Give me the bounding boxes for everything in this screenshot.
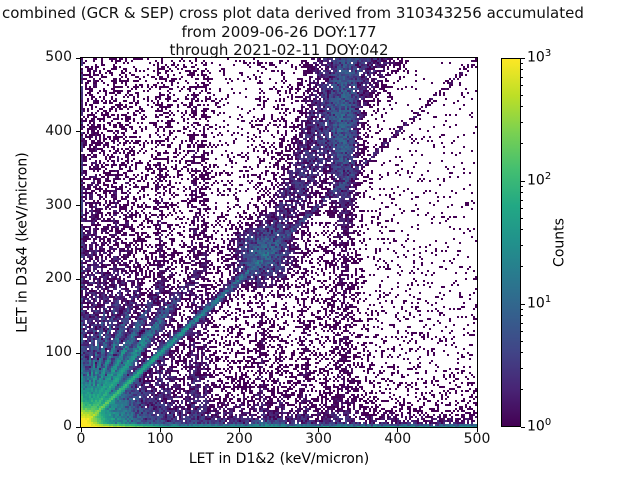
x-tick-label: 400 — [384, 431, 412, 447]
colorbar-major-tick — [521, 426, 525, 428]
colorbar-minor-tick — [521, 63, 523, 65]
colorbar-major-tick — [521, 303, 525, 305]
x-tick-label: 300 — [305, 431, 332, 447]
x-tick-mark — [238, 428, 240, 432]
x-tick-mark — [476, 428, 478, 432]
colorbar-tick-label: 103 — [527, 48, 552, 66]
colorbar-tick-label: 100 — [527, 417, 552, 435]
colorbar — [501, 58, 521, 427]
y-tick-mark — [76, 131, 80, 133]
y-tick-label: 0 — [63, 418, 72, 434]
y-tick-label: 100 — [45, 344, 72, 361]
y-tick-label: 400 — [45, 122, 72, 139]
x-tick-label: 100 — [146, 431, 174, 447]
y-tick-label: 500 — [45, 49, 72, 65]
y-tick-mark — [76, 426, 80, 428]
heatmap-canvas — [81, 58, 477, 427]
colorbar-minor-tick — [521, 217, 523, 219]
colorbar-minor-tick — [521, 192, 523, 194]
colorbar-minor-tick — [521, 244, 523, 246]
x-tick-mark — [80, 428, 82, 432]
colorbar-minor-tick — [521, 229, 523, 231]
colorbar-minor-tick — [521, 315, 523, 317]
x-tick-label: 200 — [226, 431, 253, 447]
figure-title-line-2: from 2009-06-26 DOY:177 — [181, 23, 377, 41]
colorbar-minor-tick — [521, 106, 523, 108]
colorbar-minor-tick — [521, 199, 523, 201]
colorbar-minor-tick — [521, 143, 523, 145]
colorbar-minor-tick — [521, 186, 523, 188]
colorbar-minor-tick — [521, 76, 523, 78]
colorbar-minor-tick — [521, 207, 523, 209]
colorbar-minor-tick — [521, 322, 523, 324]
figure-title-line-1: combined (GCR & SEP) cross plot data der… — [2, 4, 584, 22]
colorbar-minor-tick — [521, 367, 523, 369]
y-axis-label: LET in D3&4 (keV/micron) — [14, 152, 31, 333]
y-tick-label: 300 — [45, 196, 72, 213]
colorbar-major-tick — [521, 180, 525, 182]
colorbar-minor-tick — [521, 389, 523, 391]
colorbar-minor-tick — [521, 84, 523, 86]
colorbar-minor-tick — [521, 352, 523, 354]
y-tick-label: 200 — [45, 270, 72, 287]
y-tick-mark — [76, 278, 80, 280]
x-tick-label: 0 — [76, 431, 86, 447]
colorbar-minor-tick — [521, 94, 523, 96]
colorbar-minor-tick — [521, 340, 523, 342]
x-axis-label: LET in D1&2 (keV/micron) — [188, 451, 370, 467]
colorbar-minor-tick — [521, 309, 523, 311]
colorbar-tick-label: 102 — [527, 171, 552, 189]
x-tick-mark — [159, 428, 161, 432]
x-tick-mark — [397, 428, 399, 432]
colorbar-minor-tick — [521, 121, 523, 123]
x-tick-label: 500 — [463, 431, 491, 447]
colorbar-label: Counts — [551, 218, 568, 267]
y-tick-mark — [76, 205, 80, 207]
y-tick-mark — [76, 57, 80, 59]
figure-title-line-3: through 2021-02-11 DOY:042 — [169, 41, 389, 59]
colorbar-tick-label: 101 — [527, 294, 552, 312]
colorbar-minor-tick — [521, 330, 523, 332]
colorbar-minor-tick — [521, 69, 523, 71]
colorbar-major-tick — [521, 57, 525, 59]
y-tick-mark — [76, 352, 80, 354]
colorbar-minor-tick — [521, 266, 523, 268]
x-tick-mark — [318, 428, 320, 432]
